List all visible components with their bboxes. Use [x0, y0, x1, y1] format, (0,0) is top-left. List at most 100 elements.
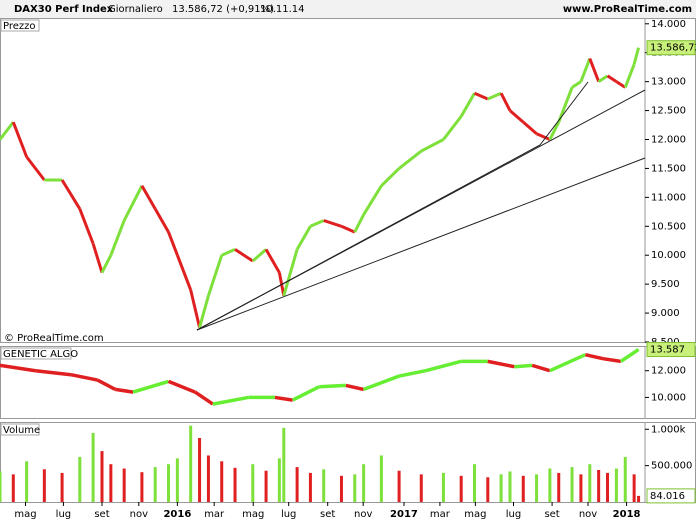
price-segment [442, 115, 463, 141]
last-value: 84.016 [650, 491, 685, 502]
volume-bar [486, 477, 490, 502]
volume-bar [579, 474, 583, 502]
price-segment [579, 57, 592, 83]
price-segment [340, 224, 356, 234]
y-tick-label: 10.500 [651, 221, 686, 232]
price-segment [508, 109, 525, 124]
volume-bar [100, 451, 104, 502]
y-tick-label: 12.000 [651, 366, 686, 377]
x-tick-label: 2016 [163, 509, 191, 520]
price-segment [212, 395, 249, 406]
price-segment [11, 121, 29, 158]
price-segment [548, 121, 561, 141]
volume-bar [140, 472, 144, 502]
price-segment [380, 167, 401, 187]
price-segment [78, 208, 95, 245]
price-segment [535, 132, 551, 141]
panel-title-box [0, 347, 72, 360]
volume-bar [362, 464, 366, 502]
volume-bar [282, 427, 286, 502]
price-segment [319, 383, 346, 389]
price-segment [531, 363, 551, 373]
site: www.ProRealTime.com [563, 4, 692, 15]
price-segment [597, 74, 609, 83]
x-tick-label: lug [506, 509, 521, 520]
price-segment [623, 63, 636, 88]
price-segment [557, 86, 574, 123]
volume-bar [153, 467, 157, 502]
volume-bar [606, 472, 610, 502]
x-tick-label: set [544, 509, 559, 520]
price-segment [35, 368, 72, 377]
y-tick-label: 10.000 [651, 392, 686, 403]
volume-bar [198, 438, 202, 502]
panel [0, 18, 696, 343]
price-segment [109, 219, 126, 256]
volume-bar [459, 475, 463, 502]
volume-bar [295, 467, 299, 502]
version: 10.11.14 [260, 4, 305, 15]
price-segment [251, 248, 268, 263]
y-tick-label: 11.500 [651, 163, 686, 174]
x-tick-label: mag [242, 509, 264, 520]
price-segment [584, 352, 604, 361]
volume-bar [175, 458, 179, 502]
price-segment [60, 179, 82, 210]
volume-bar [441, 472, 445, 502]
panel-title-box [0, 19, 40, 32]
price-segment [323, 219, 342, 228]
price-segment [167, 231, 179, 256]
y-tick-label: 10.000 [651, 250, 686, 261]
volume-bar [122, 468, 126, 502]
volume-bar [570, 467, 574, 502]
volume-bar [353, 474, 357, 502]
volume-bar [78, 456, 82, 502]
volume-bar [42, 469, 46, 502]
y-tick-label: 500.000 [651, 461, 692, 472]
volume-bar [25, 461, 29, 502]
last-value: 13.587 [650, 345, 685, 356]
x-tick-label: mar [430, 509, 451, 520]
price-segment [264, 248, 281, 274]
price-segment [25, 155, 46, 181]
price-segment [420, 138, 445, 153]
x-tick-label: nov [354, 509, 372, 520]
price-segment [473, 91, 489, 101]
volume-bar [548, 468, 552, 502]
last-value: 13.586,72 [650, 43, 696, 54]
y-tick-label: 12.500 [651, 106, 686, 117]
price-segment [602, 356, 622, 364]
price-segment [425, 359, 462, 373]
price-segment [606, 74, 618, 83]
x-tick-label: 2017 [390, 509, 418, 520]
price-segment [282, 249, 299, 297]
volume-bar [623, 456, 627, 502]
volume-bar [251, 464, 255, 502]
price-segment [274, 395, 293, 402]
price-segment [234, 248, 254, 263]
price-segment [132, 379, 170, 394]
price-segment [362, 185, 383, 216]
price-segment [295, 225, 312, 251]
x-tick-label: set [320, 509, 335, 520]
y-tick-label: 12.000 [651, 135, 686, 146]
volume-bar [277, 458, 281, 502]
volume-bar [397, 470, 401, 502]
volume-bar [60, 472, 64, 502]
volume-bar [220, 461, 224, 502]
price-segment [363, 374, 400, 392]
x-tick-label: nov [579, 509, 597, 520]
volume-bar [499, 474, 503, 502]
price-segment [487, 359, 515, 369]
x-tick-label: set [94, 509, 109, 520]
volume-bar [472, 464, 476, 502]
price-segment [175, 254, 193, 291]
price-segment [206, 254, 224, 297]
period: Giornaliero [108, 4, 163, 15]
x-tick-label: lug [281, 509, 296, 520]
quote: 13.586,72 (+0,91%) [172, 4, 274, 15]
volume-bar [339, 475, 343, 502]
price-segment [353, 214, 365, 233]
volume-bar [379, 455, 383, 502]
price-segment [0, 363, 36, 373]
